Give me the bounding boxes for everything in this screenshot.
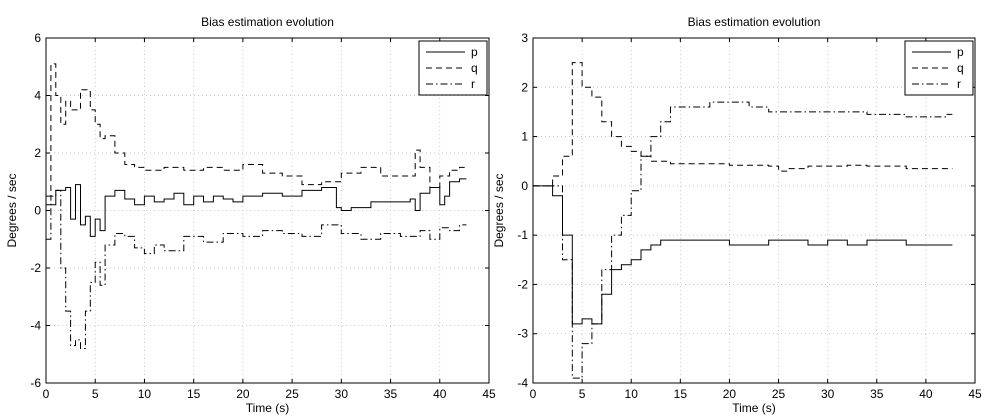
- y-tick-label: 2: [34, 146, 41, 160]
- plot-frame: [532, 37, 976, 384]
- series-line-p: [46, 178, 467, 237]
- x-tick-label: 0: [530, 387, 537, 401]
- legend-label-r: r: [471, 77, 475, 91]
- y-tick-label: 3: [521, 31, 528, 45]
- x-tick-label: 25: [772, 387, 786, 401]
- x-tick-label: 15: [674, 387, 688, 401]
- y-tick-label: 2: [521, 80, 528, 94]
- y-tick-label: 6: [34, 31, 41, 45]
- y-axis-label: Degrees / sec: [5, 173, 19, 247]
- x-tick-label: 5: [92, 387, 99, 401]
- y-tick-label: -6: [30, 376, 41, 390]
- y-tick-label: 0: [34, 204, 41, 218]
- chart-title: Bias estimation evolution: [688, 15, 821, 29]
- legend: pqr: [904, 40, 974, 96]
- x-tick-label: 20: [236, 387, 250, 401]
- series-line-p: [533, 185, 953, 325]
- y-tick-label: 4: [34, 89, 41, 103]
- y-tick-label: -3: [517, 327, 528, 341]
- y-tick-label: -2: [30, 261, 41, 275]
- x-tick-label: 35: [870, 387, 884, 401]
- y-tick-label: 1: [521, 130, 528, 144]
- y-axis-label: Degrees / sec: [492, 173, 506, 247]
- x-tick-label: 30: [821, 387, 835, 401]
- x-axis-label: Time (s): [732, 401, 776, 415]
- legend-box: [418, 40, 488, 96]
- y-tick-label: 0: [521, 179, 528, 193]
- x-tick-label: 5: [579, 387, 586, 401]
- x-tick-label: 10: [625, 387, 639, 401]
- x-tick-label: 45: [482, 387, 496, 401]
- x-tick-label: 10: [138, 387, 152, 401]
- plot-area: [533, 38, 975, 383]
- series-line-r: [46, 189, 467, 349]
- x-axis-label: Time (s): [246, 401, 290, 415]
- x-tick-label: 45: [968, 387, 982, 401]
- series-line-q: [533, 62, 953, 187]
- legend-label-q: q: [957, 61, 964, 75]
- series-line-q: [46, 63, 467, 197]
- x-tick-label: 25: [285, 387, 299, 401]
- y-tick-label: -4: [517, 376, 528, 390]
- legend-label-q: q: [471, 61, 478, 75]
- x-tick-label: 20: [723, 387, 737, 401]
- legend-label-p: p: [957, 45, 964, 59]
- y-tick-label: -1: [517, 228, 528, 242]
- chart-panel-2: 0 5 10 15 20 25 30 35 40 45 -4 -3 -2 -1 0 1 2 3 Bias estim…: [492, 15, 982, 415]
- chart-panel-1: 0 5 10 15 20 25 30 35 40 45 -6 -4 -2 0 2 4 6 Bias estimat…: [5, 15, 496, 415]
- x-tick-label: 15: [187, 387, 201, 401]
- x-tick-label: 40: [433, 387, 447, 401]
- x-tick-label: 40: [919, 387, 933, 401]
- x-tick-label: 35: [384, 387, 398, 401]
- y-tick-label: -4: [30, 319, 41, 333]
- chart-title: Bias estimation evolution: [201, 15, 334, 29]
- x-tick-label: 0: [43, 387, 50, 401]
- legend-label-p: p: [471, 45, 478, 59]
- y-tick-label: -2: [517, 277, 528, 291]
- legend-label-r: r: [957, 77, 961, 91]
- x-tick-label: 30: [335, 387, 349, 401]
- series-line-r: [533, 101, 953, 379]
- legend: pqr: [418, 40, 488, 96]
